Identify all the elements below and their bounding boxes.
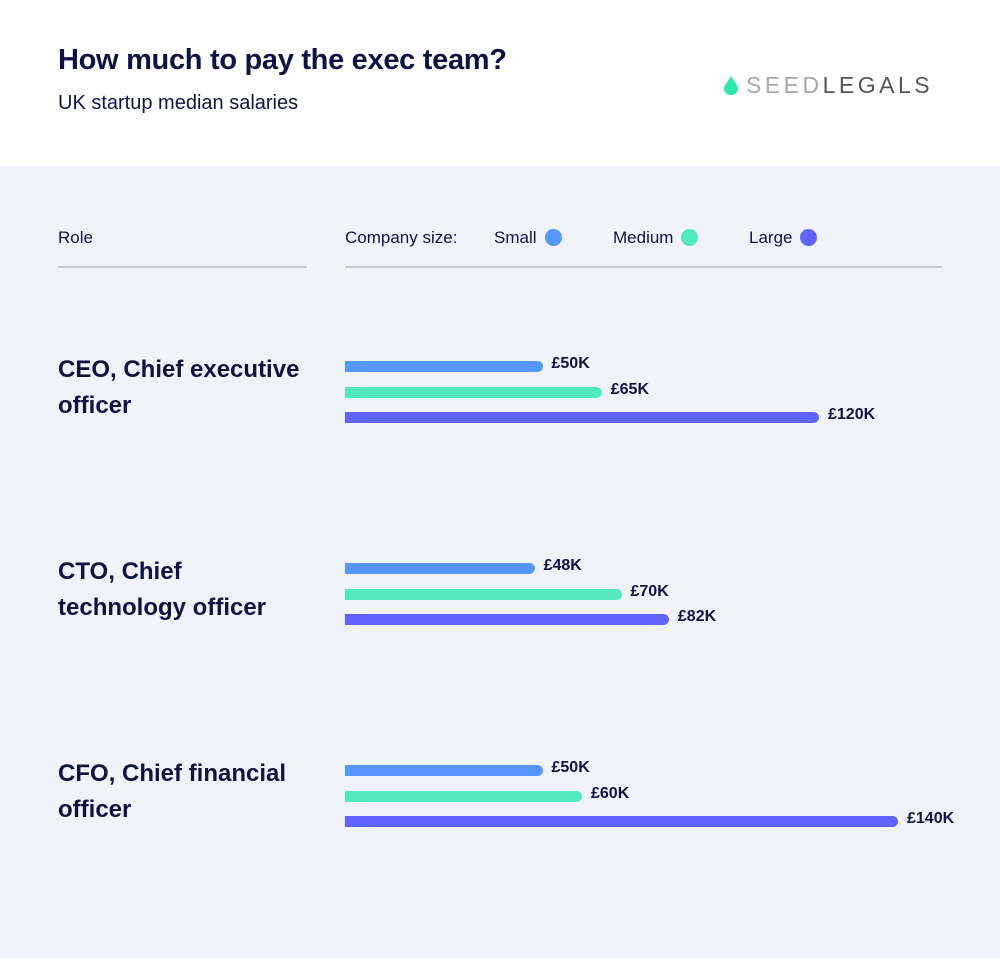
legend-dot-small bbox=[544, 229, 562, 246]
chart-title: How much to pay the exec team? bbox=[58, 44, 507, 76]
logo-text-legals: LEGALS bbox=[822, 72, 934, 98]
bar-small bbox=[345, 765, 543, 776]
drop-icon bbox=[724, 76, 738, 95]
data-label: £120K bbox=[828, 406, 876, 423]
data-label: £65K bbox=[610, 380, 649, 398]
bar-large bbox=[345, 614, 669, 625]
legend-dot-medium bbox=[681, 229, 699, 246]
bar-medium bbox=[345, 588, 622, 600]
data-label: £140K bbox=[907, 810, 955, 827]
bar-small bbox=[345, 361, 543, 372]
data-label: £70K bbox=[630, 582, 669, 600]
data-label: £82K bbox=[677, 608, 717, 625]
category-label: CTO, Chief technology officer bbox=[58, 558, 267, 621]
bar-small bbox=[345, 563, 535, 574]
header: How much to pay the exec team? UK startu… bbox=[0, 0, 1000, 166]
data-label: £60K bbox=[591, 784, 630, 802]
role-divider bbox=[58, 266, 307, 268]
legend-label-medium: Medium bbox=[613, 228, 674, 247]
legend-label-large: Large bbox=[749, 228, 793, 247]
legend-label-small: Small bbox=[494, 228, 537, 247]
data-label: £50K bbox=[551, 759, 590, 776]
legend-dot-large bbox=[800, 229, 818, 246]
data-label: £48K bbox=[543, 557, 582, 574]
chart-subtitle: UK startup median salaries bbox=[58, 92, 299, 114]
bar-medium bbox=[345, 386, 602, 398]
bar-large bbox=[345, 412, 819, 423]
bar-large bbox=[345, 816, 898, 827]
role-header: Role bbox=[58, 228, 93, 247]
bar-medium bbox=[345, 790, 582, 802]
legend-title: Company size: bbox=[345, 228, 458, 247]
category-label: CFO, Chief financial officer bbox=[58, 760, 287, 823]
logo-text-seed: SEED bbox=[746, 72, 823, 98]
category-label: CEO, Chief executive officer bbox=[58, 356, 300, 419]
legend-divider bbox=[345, 266, 942, 268]
legend-small: Small bbox=[494, 228, 562, 248]
legend-large: Large bbox=[749, 228, 818, 248]
data-label: £50K bbox=[551, 355, 590, 372]
legend-medium: Medium bbox=[613, 228, 699, 248]
seedlegals-logo: SEEDLEGALS bbox=[724, 72, 933, 99]
